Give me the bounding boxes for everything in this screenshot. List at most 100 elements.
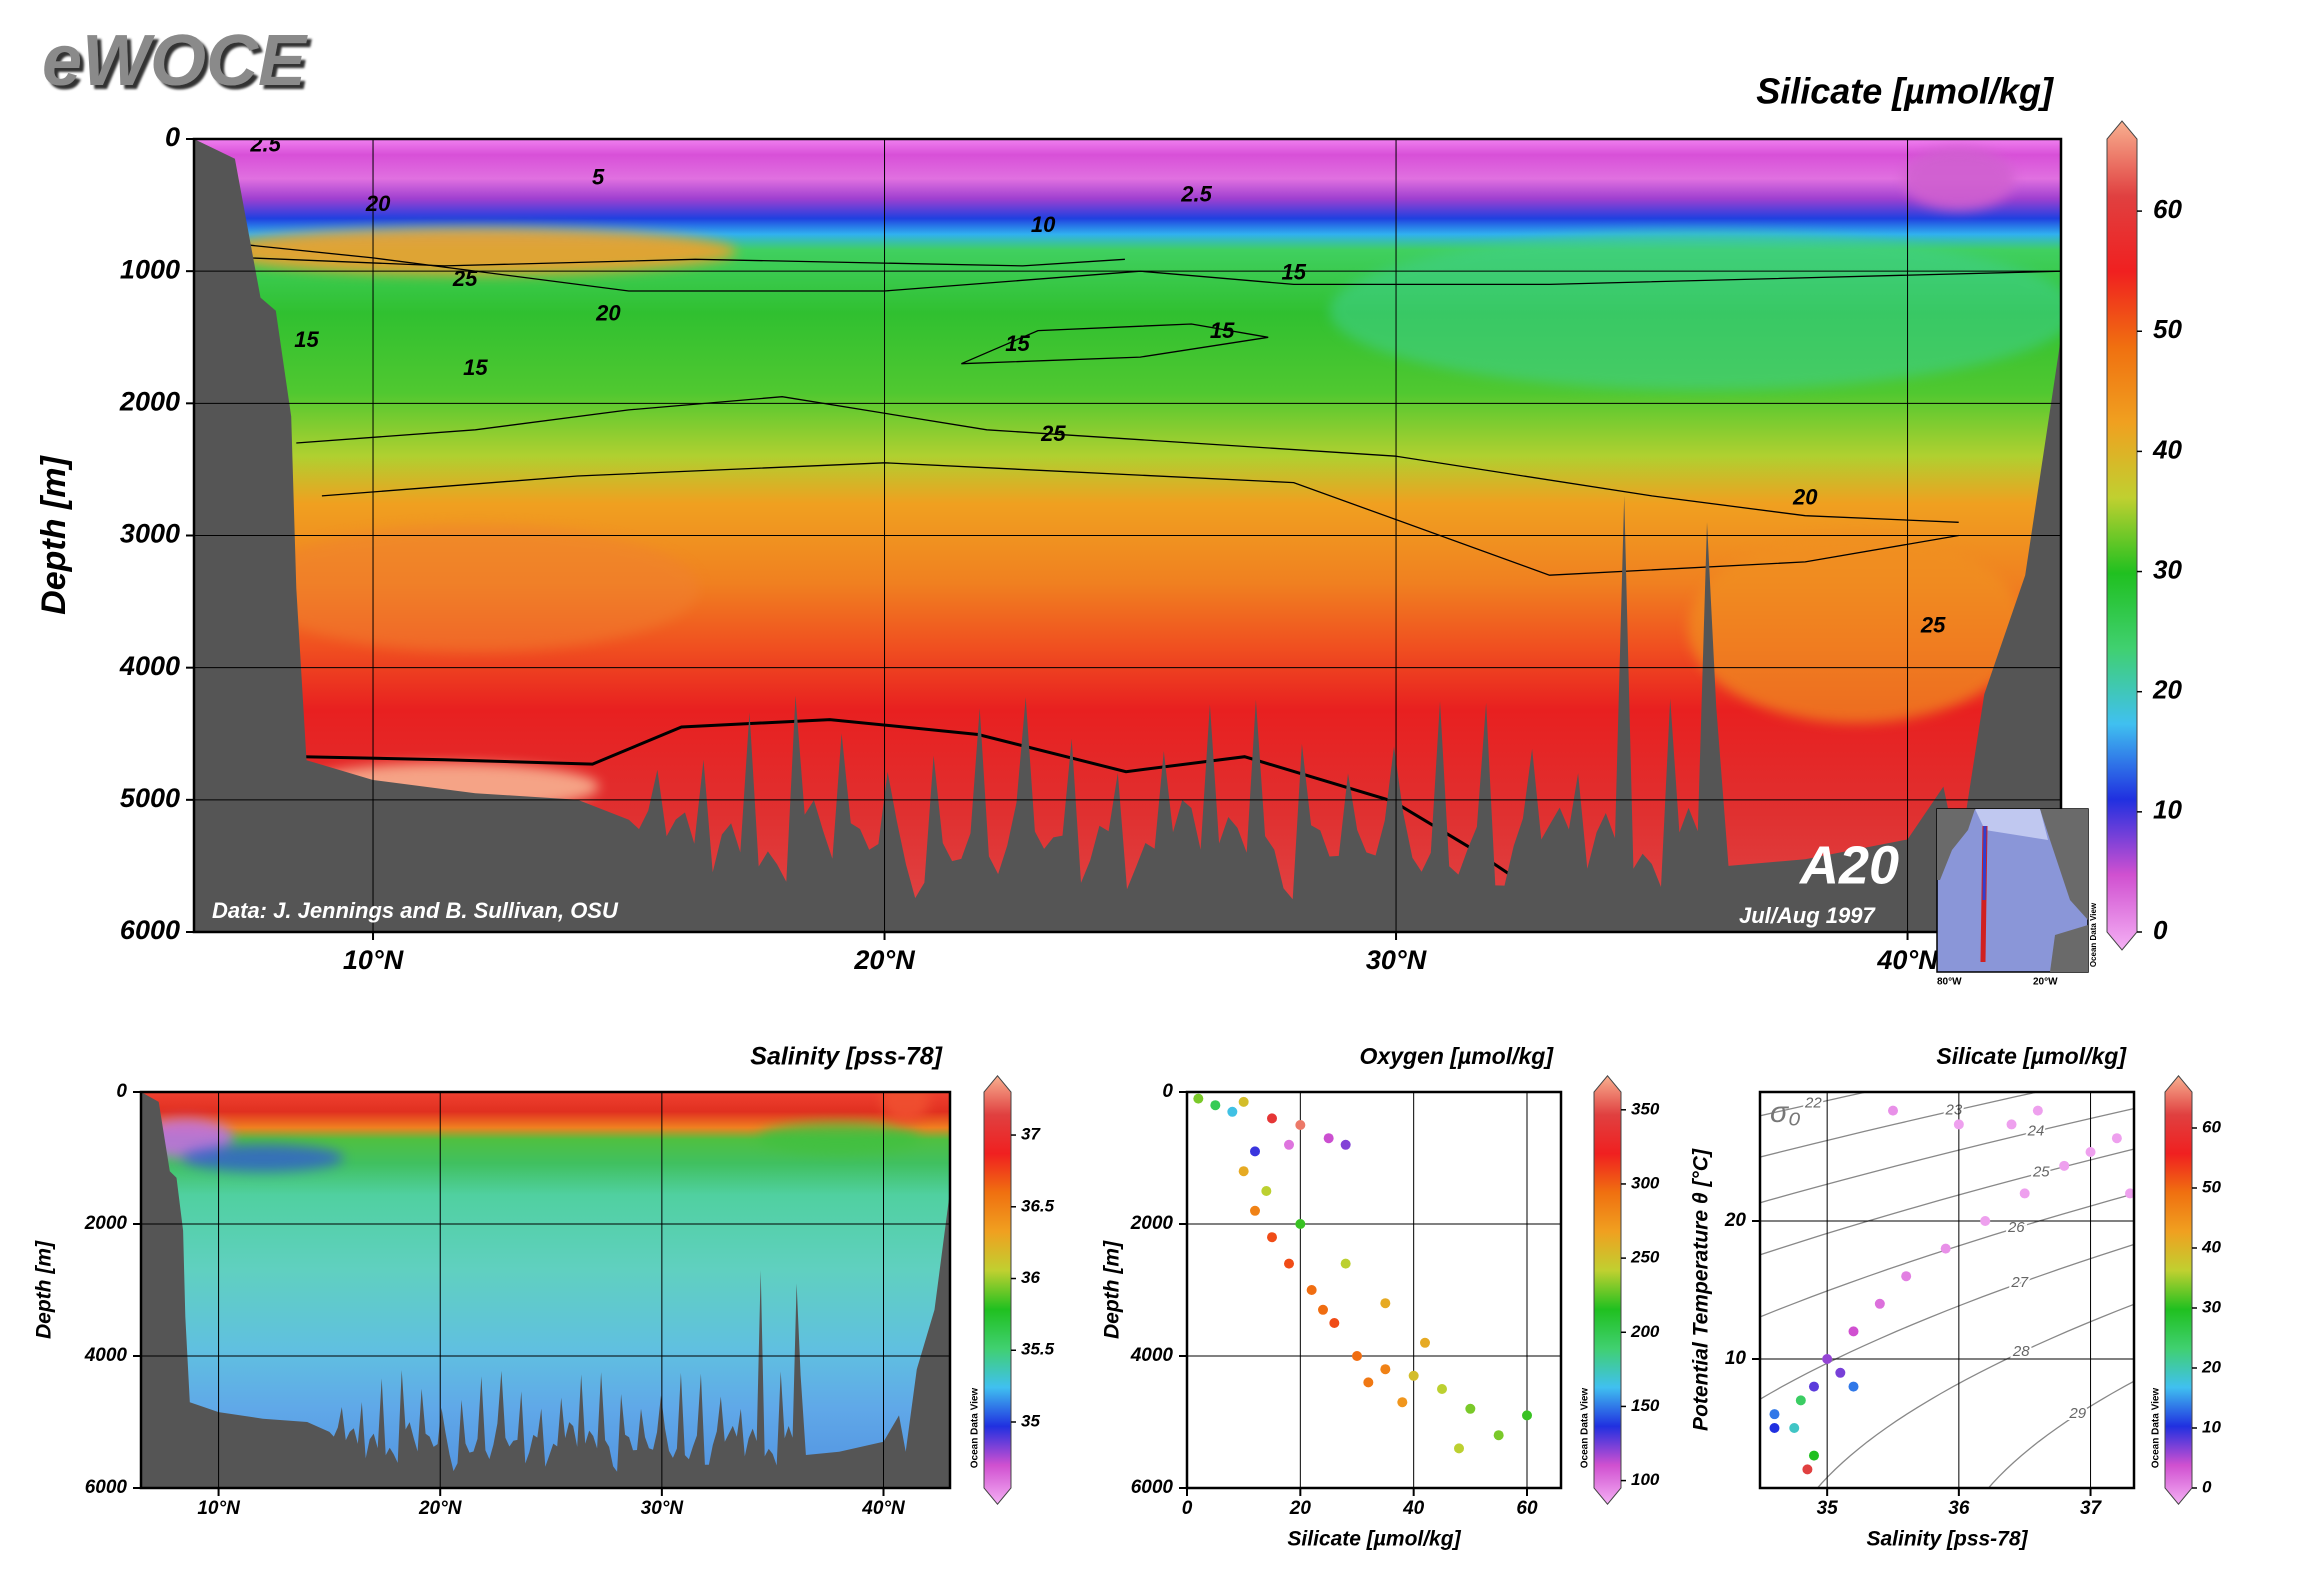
x-tick-label: 40°N [861,1498,906,1519]
watermark: Ocean Data View [2151,1388,2162,1469]
field-patch [1902,146,2015,211]
point [1888,1105,1899,1116]
point [2125,1188,2134,1199]
colorbar-tick-label: 350 [1631,1099,1660,1118]
contour-label: 25 [452,266,478,291]
x-tick-label: 20 [1289,1498,1312,1519]
inset-land [2040,809,2088,920]
contour-label: 20 [1792,484,1818,509]
point [1193,1093,1204,1104]
point [1493,1430,1504,1441]
isopycnal-label: 25 [2032,1164,2050,1181]
colorbar-tick-label: 35.5 [1021,1340,1055,1359]
point [1295,1219,1306,1229]
colorbar-tick-label: 37 [1021,1125,1041,1144]
isopycnal-label: 27 [2010,1274,2028,1291]
contour-label: 15 [1210,318,1235,343]
y-tick-label: 1000 [120,254,180,284]
isopycnal-label: 24 [2027,1122,2045,1139]
point [1380,1298,1391,1309]
point [1408,1370,1419,1381]
contour-line [296,396,1959,523]
field-patch [1329,231,2061,391]
contour-label: 15 [1005,331,1030,356]
point [2019,1188,2030,1199]
point [1295,1120,1306,1130]
watermark: Ocean Data View [1580,1388,1591,1469]
plot-area [1187,1092,1561,1488]
x-tick-label: 36 [1948,1498,1970,1519]
plot-background [1760,1092,2134,1488]
colorbar-tick-label: 0 [2153,915,2168,945]
x-tick-label: 20°N [853,945,915,975]
inset-shelf [1975,809,2048,840]
contour-label: 20 [365,191,391,216]
y-tick-label: 2000 [119,386,180,416]
point [1808,1450,1819,1461]
y-tick-label: 0 [165,122,180,152]
y-tick-label: 4000 [119,651,180,681]
isopycnal-label: 23 [1945,1102,1963,1119]
isopycnal [1760,1107,2134,1204]
plot-frame [1185,1090,1563,1490]
point [1795,1395,1806,1406]
point [1848,1326,1859,1337]
point [1340,1258,1351,1269]
inset-track [1982,825,1987,901]
point [1874,1298,1885,1309]
y-tick-label: 4000 [1130,1345,1174,1366]
point [1210,1100,1221,1111]
field-patch [182,1144,344,1172]
isopycnal [1760,1092,2041,1158]
point [1848,1381,1859,1392]
y-tick-label: 3000 [120,519,180,549]
date: Jul/Aug 1997 [1739,903,1876,928]
y-axis-label: Depth [m] [1101,1240,1124,1339]
contour-label: 15 [1281,260,1306,285]
field-patch [213,227,737,276]
isopycnal [1760,1148,2134,1256]
point [1250,1146,1260,1157]
watermark: Ocean Data View [970,1388,981,1469]
field-patch [881,1092,930,1123]
point [1769,1422,1780,1433]
point [1238,1096,1249,1107]
plot-background [1187,1092,1561,1488]
contour-label: 10 [1031,212,1056,237]
y-tick-label: 4000 [84,1345,128,1366]
contour-label: 15 [463,355,488,380]
chart-title: Silicate [µmol/kg] [1756,71,2054,112]
colorbar-tick-label: 300 [1631,1173,1660,1192]
y-tick-label: 10 [1725,1348,1747,1369]
isopycnal-label: 22 [1804,1095,1822,1112]
point [1284,1258,1294,1269]
x-tick-label: 40°N [1876,945,1938,975]
contour-label: 5 [592,164,605,189]
contour-label: 2.5 [249,131,281,156]
contour-label: 20 [595,301,621,326]
colorbar-tick-label: 36 [1021,1268,1040,1287]
point [1901,1271,1912,1282]
cruise: A20 [1798,835,1899,895]
point [1363,1377,1374,1388]
isopycnal [1816,1303,2134,1488]
point [1267,1232,1277,1243]
point [1238,1166,1249,1177]
x-tick-label: 37 [2080,1498,2103,1519]
x-tick-label: 10°N [197,1498,241,1519]
isopycnal [1987,1380,2134,1488]
colorbar-tick-label: 50 [2153,314,2182,344]
credit: Data: J. Jennings and B. Sullivan, OSU [212,898,619,923]
x-tick-label: 40 [1402,1498,1425,1519]
contour-label: 25 [1040,421,1066,446]
y-tick-label: 6000 [85,1477,128,1498]
point [1808,1381,1819,1392]
point [1789,1422,1800,1433]
colorbar-tick-label: 250 [1630,1248,1660,1267]
plot-frame [139,1090,952,1490]
chart-title: Oxygen [µmol/kg] [1360,1043,1555,1069]
colorbar-tick-label: 40 [2152,434,2182,464]
isopycnal [1760,1243,2134,1400]
point [1227,1106,1238,1117]
